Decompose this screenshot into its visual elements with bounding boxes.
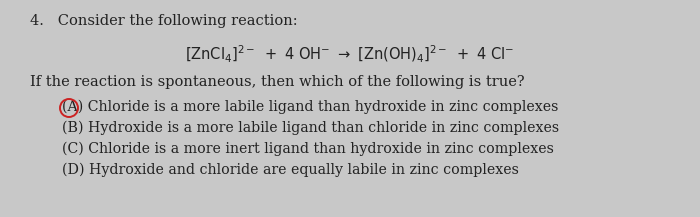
Text: (D) Hydroxide and chloride are equally labile in zinc complexes: (D) Hydroxide and chloride are equally l… — [62, 163, 519, 177]
Text: If the reaction is spontaneous, then which of the following is true?: If the reaction is spontaneous, then whi… — [30, 75, 524, 89]
Text: (A) Chloride is a more labile ligand than hydroxide in zinc complexes: (A) Chloride is a more labile ligand tha… — [62, 100, 559, 114]
Text: 4.   Consider the following reaction:: 4. Consider the following reaction: — [30, 14, 298, 28]
Text: (B) Hydroxide is a more labile ligand than chloride in zinc complexes: (B) Hydroxide is a more labile ligand th… — [62, 121, 559, 135]
Text: $[\mathrm{ZnCl_4}]^{2-}\ +\ 4\ \mathrm{OH}^{-}\ \rightarrow\ [\mathrm{Zn(OH)_4}]: $[\mathrm{ZnCl_4}]^{2-}\ +\ 4\ \mathrm{O… — [186, 44, 514, 65]
Text: (C) Chloride is a more inert ligand than hydroxide in zinc complexes: (C) Chloride is a more inert ligand than… — [62, 142, 554, 156]
